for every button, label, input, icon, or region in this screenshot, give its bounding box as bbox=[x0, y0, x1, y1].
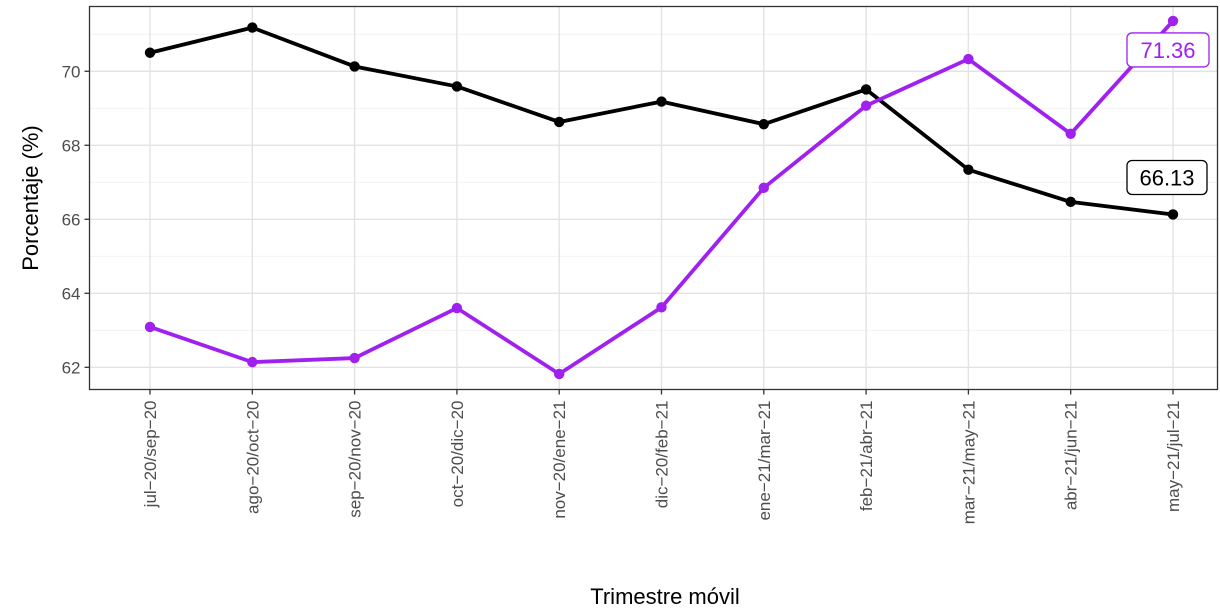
plot-panel-border bbox=[88, 5, 1219, 391]
data-point bbox=[1065, 128, 1076, 139]
x-tick-label: mar−21/may−21 bbox=[959, 401, 978, 525]
data-point bbox=[144, 47, 156, 58]
x-tick-label: dic−20/feb−21 bbox=[653, 401, 672, 509]
y-tick-label: 64 bbox=[62, 284, 81, 303]
data-point bbox=[1167, 15, 1179, 27]
data-point bbox=[656, 96, 667, 107]
x-tick-label: jul−20/sep−20 bbox=[141, 401, 160, 509]
data-point bbox=[349, 61, 360, 72]
data-point bbox=[656, 302, 667, 313]
end-label-2: 71.36 bbox=[1126, 32, 1210, 68]
data-point bbox=[963, 164, 974, 175]
x-tick-label: sep−20/nov−20 bbox=[346, 401, 365, 518]
x-tick-label: nov−20/ene−21 bbox=[550, 401, 569, 519]
y-tick-label: 68 bbox=[62, 136, 81, 155]
data-point bbox=[758, 118, 769, 130]
series-1 bbox=[144, 22, 1179, 220]
end-label-1: 66.13 bbox=[1126, 159, 1208, 196]
data-point bbox=[963, 53, 974, 65]
data-point bbox=[247, 22, 258, 33]
end-label-box bbox=[1126, 159, 1208, 196]
data-point bbox=[1167, 209, 1179, 220]
axes: 62 64 66 68 70 jul−20/sep−20 ago−20/oct−20 sep−… bbox=[62, 62, 1183, 524]
data-point bbox=[451, 81, 463, 92]
x-tick-label: oct−20/dic−20 bbox=[448, 401, 467, 508]
x-tick-label: abr−21/jun−21 bbox=[1062, 401, 1081, 511]
end-label-box bbox=[1126, 32, 1210, 68]
data-point bbox=[860, 84, 872, 95]
data-point bbox=[554, 116, 565, 128]
x-axis-title: Trimestre móvil bbox=[590, 584, 740, 609]
data-point bbox=[860, 100, 872, 111]
series-2 bbox=[144, 15, 1179, 380]
x-tick-label: feb−21/abr−21 bbox=[857, 401, 876, 512]
x-tick-label: ago−20/oct−20 bbox=[243, 401, 262, 514]
y-axis-title: Porcentaje (%) bbox=[18, 125, 43, 271]
data-point bbox=[1065, 196, 1076, 208]
data-point bbox=[554, 368, 565, 380]
end-labels: 66.13 71.36 bbox=[1126, 32, 1210, 196]
end-label-value: 66.13 bbox=[1139, 165, 1194, 190]
data-point bbox=[247, 356, 258, 368]
data-point bbox=[144, 321, 156, 333]
data-point bbox=[349, 352, 360, 364]
y-tick-label: 62 bbox=[62, 358, 81, 377]
grid bbox=[89, 6, 1218, 390]
x-tick-label: may−21/jul−21 bbox=[1164, 401, 1183, 513]
series-layer bbox=[144, 15, 1179, 380]
y-tick-label: 66 bbox=[62, 210, 81, 229]
data-point bbox=[451, 302, 463, 314]
y-tick-label: 70 bbox=[62, 62, 81, 81]
data-point bbox=[758, 182, 769, 194]
x-tick-label: ene−21/mar−21 bbox=[755, 401, 774, 521]
end-label-value: 71.36 bbox=[1140, 38, 1195, 63]
